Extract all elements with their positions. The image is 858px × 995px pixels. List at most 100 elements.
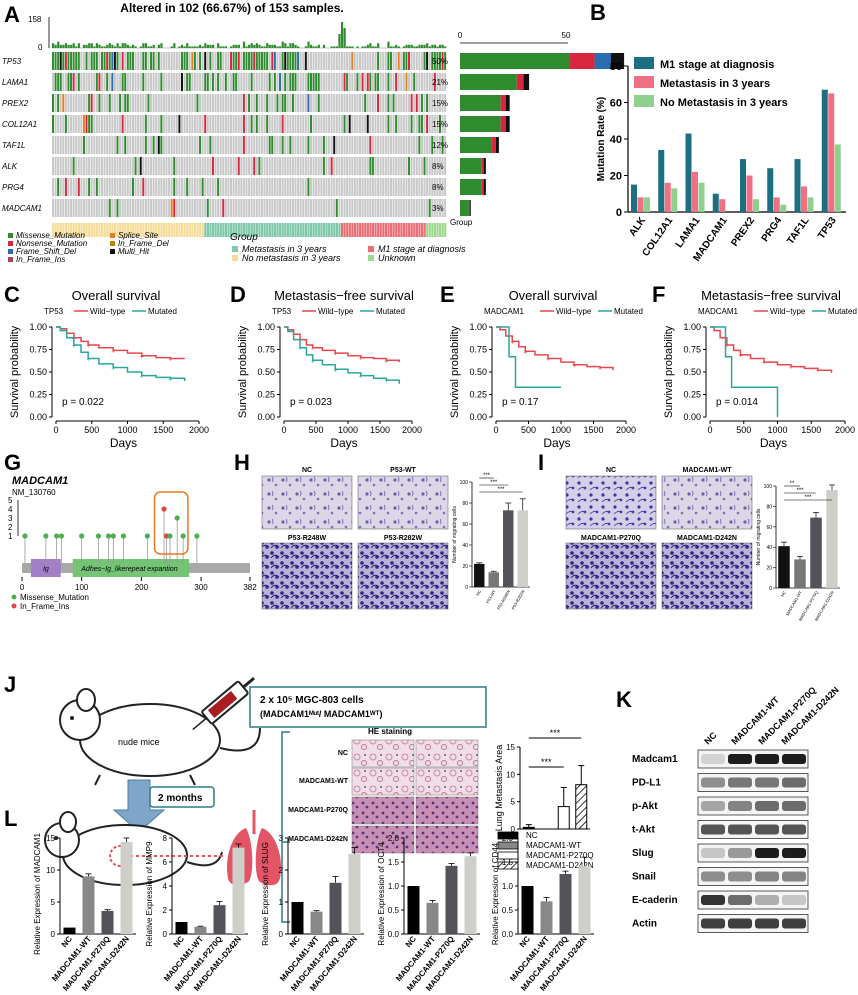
top-bar (340, 22, 344, 48)
y-tick-label: 5 (8, 496, 13, 505)
oncoprint-cell (214, 73, 217, 91)
top-bar (268, 44, 271, 48)
blot-band (755, 871, 779, 882)
lollipop-head (194, 533, 200, 539)
oncoprint-cell (113, 136, 116, 154)
oncoprint-cell (142, 52, 145, 70)
oncoprint-cell (240, 199, 243, 217)
top-bar (276, 46, 279, 48)
oncoprint-cell (188, 73, 191, 91)
group-cell (162, 223, 166, 237)
oncoprint-cell (90, 136, 93, 154)
cells-subtext: (MADCAM1ᴹᵘᵗ/ MADCAM1ᵂᵀ) (260, 709, 383, 719)
oncoprint-cell (248, 199, 251, 217)
oncoprint-cell (124, 178, 127, 196)
oncoprint-cell (418, 157, 421, 175)
sig-label: ** (790, 481, 795, 487)
oncoprint-cell (108, 178, 111, 196)
oncoprint-cell (175, 115, 178, 133)
group-cell (88, 223, 91, 237)
group-cell (168, 223, 171, 237)
oncoprint-cell (400, 178, 403, 196)
oncoprint-cell (126, 136, 129, 154)
oncoprint-cell (142, 199, 145, 217)
oncoprint-cell (62, 157, 65, 175)
oncoprint-cell (439, 178, 441, 196)
oncoprint-cell (165, 94, 168, 112)
domain-label: Adhes−Ig_likerepeat expantion (80, 566, 177, 573)
bar (557, 806, 570, 830)
oncoprint-cell (348, 136, 351, 154)
oncoprint-cell (103, 73, 106, 91)
oncoprint-cell (392, 94, 395, 112)
oncoprint-cell (101, 94, 103, 112)
oncoprint-cell (389, 157, 392, 175)
y-tick-label: 100 (460, 480, 469, 486)
oncoprint-cell (436, 157, 439, 175)
oncoprint-cell (317, 199, 320, 217)
top-bar (147, 46, 150, 48)
oncoprint-cell (258, 73, 261, 91)
oncoprint-cell (64, 94, 67, 112)
oncoprint-cell (359, 94, 361, 112)
mouse-top-icon (59, 688, 261, 786)
oncoprint-cell (165, 157, 168, 175)
oncoprint-cell (320, 94, 323, 112)
blot-band (701, 824, 725, 835)
oncoprint-cell (126, 94, 129, 112)
oncoprint-cell (348, 73, 351, 91)
oncoprint-cell (57, 136, 60, 154)
oncoprint-cell (382, 157, 385, 175)
group-cell (317, 223, 320, 237)
top-bar (235, 44, 238, 48)
censor-mark: + (168, 357, 172, 364)
oncoprint-cell (359, 157, 361, 175)
oncoprint-cell (279, 115, 282, 133)
oncoprint-cell (343, 73, 346, 91)
oncoprint-cell (408, 199, 411, 217)
oncoprint-cell (191, 157, 194, 175)
oncoprint-cell (333, 157, 336, 175)
x-axis-label: Days (110, 436, 137, 450)
oncoprint-cell (294, 199, 297, 217)
oncoprint-cell (106, 52, 109, 70)
oncoprint-cell (333, 136, 336, 154)
oncoprint-cell (369, 136, 372, 154)
bar (767, 168, 774, 212)
oncoprint-cell (263, 199, 266, 217)
oncoprint-cell (157, 115, 160, 133)
oncoprint-cell (75, 73, 78, 91)
oncoprint-cell (276, 178, 279, 196)
oncoprint-cell (230, 157, 232, 175)
oncoprint-cell (139, 94, 142, 112)
oncoprint-cell (204, 178, 207, 196)
oncoprint-cell (113, 73, 116, 91)
censor-mark: + (72, 343, 76, 350)
top-bar (237, 44, 240, 48)
oncoprint-cell (116, 157, 119, 175)
oncoprint-cell (353, 136, 356, 154)
panel-label-j: J (4, 672, 16, 697)
oncoprint-cell (423, 199, 426, 217)
top-bar (113, 46, 117, 48)
oncoprint-cell (340, 73, 343, 91)
oncoprint-cell (255, 94, 258, 112)
oncoprint-cell (70, 94, 73, 112)
oncoprint-cell (121, 115, 124, 133)
oncoprint-cell (211, 136, 214, 154)
panel-label-c: C (4, 282, 20, 307)
oncoprint-cell (80, 73, 83, 91)
top-bar (346, 46, 349, 48)
top-bar (124, 43, 127, 48)
group-cell (428, 223, 431, 237)
he-row-label: NC (338, 750, 348, 757)
x-tick-label: 1500 (801, 425, 821, 435)
oncoprint-cell (160, 178, 163, 196)
oncoprint-cell (441, 115, 444, 133)
top-bar (95, 43, 99, 48)
oncoprint-cell (439, 157, 441, 175)
oncoprint-cell (420, 115, 423, 133)
oncoprint-cell (134, 115, 137, 133)
oncoprint-cell (232, 52, 235, 70)
